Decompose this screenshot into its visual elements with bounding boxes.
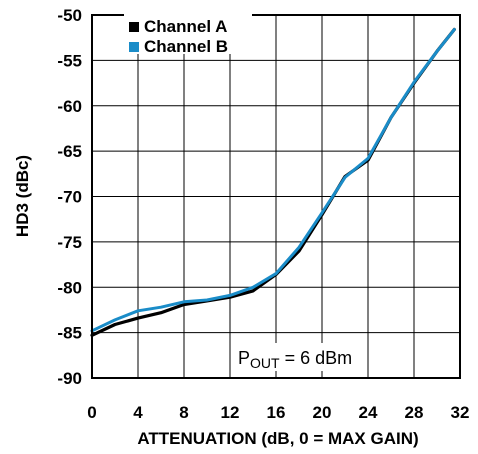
plot-frame [91,14,461,379]
x-tick-label: 12 [221,403,240,422]
x-tick-label: 20 [313,403,332,422]
y-tick-label: -70 [57,188,82,207]
series-line-channel-a [90,27,456,337]
legend-label-channel-a: Channel A [144,17,227,36]
y-tick-labels: -50 -55 -60 -65 -70 -75 -80 -85 -90 [57,6,82,388]
legend-background [124,8,252,54]
series-layer [90,27,456,337]
y-tick-label: -80 [57,278,82,297]
pout-annotation-text: POUT = 6 dBm [238,348,352,371]
legend-swatch-channel-b [129,42,139,52]
x-tick-label: 32 [451,403,470,422]
x-tick-label: 24 [359,403,378,422]
x-tick-labels: 0 4 8 12 16 20 24 28 32 [87,403,469,422]
legend-label-channel-b: Channel B [144,37,228,56]
grid [91,14,461,379]
y-tick-label: -65 [57,142,82,161]
legend-swatch-channel-a [129,22,139,32]
y-tick-label: -90 [57,369,82,388]
x-tick-label: 0 [87,403,96,422]
legend: Channel A Channel B [124,8,252,56]
y-tick-label: -60 [57,97,82,116]
x-tick-label: 28 [405,403,424,422]
y-tick-label: -85 [57,324,82,343]
x-axis-title: ATTENUATION (dB, 0 = MAX GAIN) [137,429,418,448]
x-tick-label: 8 [179,403,188,422]
y-axis-title: HD3 (dBc) [13,155,32,237]
x-tick-label: 16 [267,403,286,422]
y-tick-label: -50 [57,6,82,25]
annotation-background [232,343,358,371]
y-tick-label: -55 [57,51,82,70]
series-line-channel-b [90,28,456,333]
x-tick-label: 4 [133,403,143,422]
y-tick-label: -75 [57,233,82,252]
pout-annotation: POUT = 6 dBm [232,343,358,371]
